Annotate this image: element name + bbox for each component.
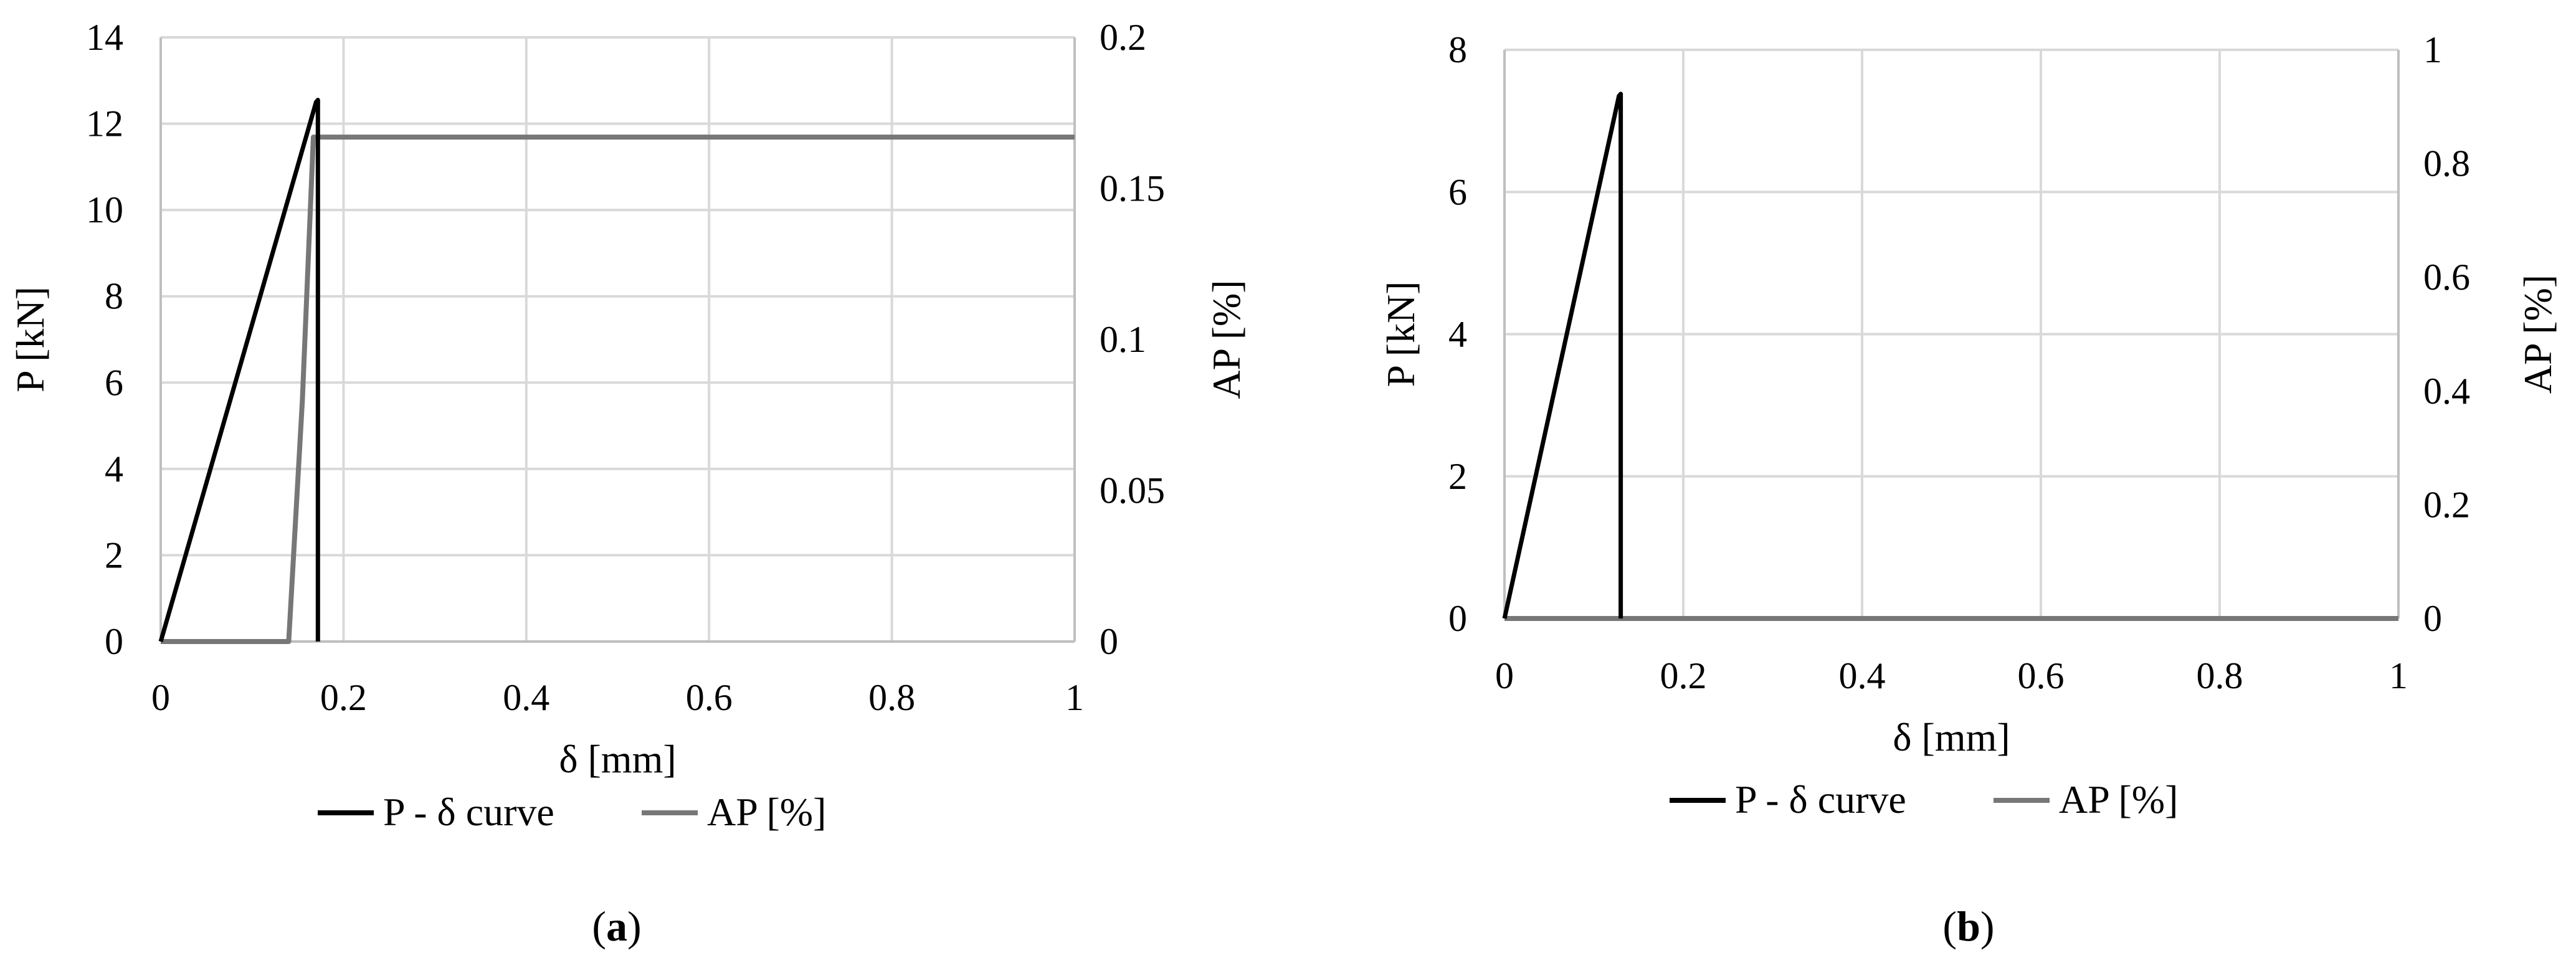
panel-label-close-paren: ) (1980, 903, 1995, 950)
chart-a-x-tick-label: 0.2 (320, 677, 367, 718)
panel-label-open-paren: ( (592, 903, 606, 950)
chart-a-legend-label-ap: AP [%] (707, 790, 826, 834)
chart-b-legend: P - δ curve AP [%] (1670, 777, 2178, 822)
chart-b-x-tick-label: 0.8 (2197, 655, 2243, 696)
chart-b-x-tick-label: 0 (1495, 655, 1514, 696)
chart-a-y2-tick-label: 0.2 (1100, 17, 1146, 58)
chart-a-p-delta-series-line (158, 98, 320, 642)
chart-a-x-tick-label: 0.6 (686, 677, 733, 718)
chart-a-y2-tick-label: 0 (1100, 621, 1118, 662)
chart-b-panel-label: (b) (1942, 903, 1994, 950)
chart-a-y-tick-label: 4 (105, 448, 123, 490)
panel-label-close-paren: ) (627, 903, 642, 950)
chart-a-x-tick-label: 0.8 (868, 677, 915, 718)
chart-b-y2-tick-label: 0.4 (2423, 371, 2470, 412)
chart-b-y2-tick-label: 0 (2423, 598, 2442, 639)
chart-b-legend-label-p-delta: P - δ curve (1735, 777, 1906, 822)
panel-label-open-paren: ( (1942, 903, 1957, 950)
chart-b-x-tick-label: 0.2 (1660, 655, 1707, 696)
chart-b-y-axis-title: P [kN] (1379, 281, 1423, 387)
chart-a: 0 2 4 6 8 10 12 14 0 0.05 0.1 0.15 0.2 0 0.2 0.4 0.6 0.8 1… (8, 17, 1248, 950)
chart-b-y2-axis-title: AP [%] (2516, 275, 2560, 394)
chart-a-y2-tick-label: 0.1 (1100, 319, 1146, 360)
chart-a-y-tick-label: 2 (105, 534, 123, 576)
chart-b-y-tick-label: 6 (1448, 171, 1467, 212)
chart-a-y-tick-label: 12 (86, 103, 123, 145)
chart-a-y2-tick-label: 0.15 (1100, 168, 1165, 209)
panel-label-letter: a (606, 903, 627, 950)
chart-a-y-tick-label: 8 (105, 276, 123, 317)
chart-a-x-tick-label: 0 (151, 677, 170, 718)
chart-b-x-tick-label: 1 (2389, 655, 2408, 696)
chart-b-x-axis-title: δ [mm] (1893, 715, 2010, 759)
chart-a-y-tick-label: 14 (86, 17, 123, 58)
chart-b-y-tick-label: 0 (1448, 598, 1467, 639)
chart-a-legend: P - δ curve AP [%] (318, 790, 826, 834)
chart-a-panel-label: (a) (592, 903, 641, 950)
chart-a-x-tick-label: 1 (1065, 677, 1084, 718)
chart-a-y-axis-title: P [kN] (8, 287, 52, 392)
chart-b-y2-tick-label: 0.2 (2423, 484, 2470, 525)
chart-a-x-axis-title: δ [mm] (559, 737, 676, 781)
chart-a-x-tick-label: 0.4 (503, 677, 549, 718)
chart-b-y2-tick-label: 0.6 (2423, 257, 2470, 298)
chart-a-legend-label-p-delta: P - δ curve (383, 790, 554, 834)
chart-a-y-tick-label: 6 (105, 362, 123, 403)
chart-b-y2-tick-label: 0.8 (2423, 143, 2470, 184)
chart-a-y2-tick-label: 0.05 (1100, 470, 1165, 511)
chart-b-legend-label-ap: AP [%] (2059, 777, 2178, 822)
chart-b-y2-tick-label: 1 (2423, 29, 2442, 70)
chart-b-p-delta-series-line (1502, 92, 1623, 619)
chart-b-x-tick-label: 0.6 (2018, 655, 2065, 696)
chart-a-y-tick-label: 10 (86, 189, 123, 230)
chart-a-ap-series-line (161, 135, 1075, 644)
chart-b-y-tick-label: 2 (1448, 456, 1467, 497)
chart-b-y-tick-label: 8 (1448, 29, 1467, 70)
chart-a-y2-axis-title: AP [%] (1204, 280, 1248, 399)
chart-b-y-tick-label: 4 (1448, 314, 1467, 355)
panel-label-letter: b (1957, 903, 1980, 950)
chart-b-x-tick-label: 0.4 (1839, 655, 1886, 696)
chart-a-y-tick-label: 0 (105, 621, 123, 662)
